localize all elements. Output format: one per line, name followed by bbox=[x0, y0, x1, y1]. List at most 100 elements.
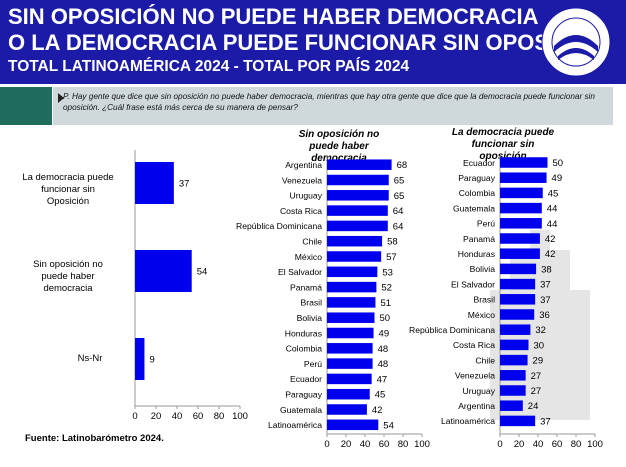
funciona-bar bbox=[500, 172, 547, 183]
funciona-bar bbox=[500, 339, 529, 351]
sin-oposicion-bar bbox=[327, 327, 374, 339]
sin-oposicion-bar bbox=[327, 235, 383, 247]
funciona-x-tick-label: 20 bbox=[514, 439, 525, 450]
question-text: P. Hay gente que dice que sin oposición … bbox=[63, 92, 595, 112]
funciona-data-label: 37 bbox=[540, 295, 551, 306]
total-chart: 0 20 40 60 80 100 37 54 9 bbox=[132, 150, 248, 420]
democracia-funciona-chart: 0 20 40 60 80 100 50 Ecuador 49 Paraguay 45 Colombi… bbox=[409, 156, 603, 450]
sin-oposicion-data-label: 52 bbox=[381, 283, 392, 294]
sin-oposicion-bar bbox=[327, 220, 388, 232]
sin-oposicion-category-label: Paraguay bbox=[285, 390, 322, 400]
question-accent bbox=[0, 87, 52, 125]
sin-oposicion-bar bbox=[327, 159, 392, 170]
total-data-label: 54 bbox=[197, 267, 208, 278]
funciona-data-label: 50 bbox=[553, 158, 564, 169]
sin-oposicion-chart: 0 20 40 60 80 100 68 Argentina 65 Venezuela 65 Urug… bbox=[236, 156, 430, 450]
sin-oposicion-data-label: 48 bbox=[378, 359, 389, 370]
sin-oposicion-bar bbox=[327, 190, 389, 201]
funciona-category-label: Honduras bbox=[458, 249, 495, 259]
funciona-data-label: 27 bbox=[531, 371, 542, 382]
total-bar bbox=[135, 250, 192, 292]
sin-oposicion-category-label: Ecuador bbox=[290, 374, 322, 384]
funciona-category-label: Chile bbox=[475, 355, 495, 365]
total-x-tick-label: 0 bbox=[132, 411, 137, 420]
total-bar bbox=[135, 162, 174, 204]
right-panel-title: La democracia puede funcionar sin oposic… bbox=[451, 127, 555, 162]
left-category-label-1: La democracia puede funcionar sin Oposic… bbox=[22, 172, 114, 207]
sin-oposicion-bar bbox=[327, 174, 389, 186]
funciona-data-label: 45 bbox=[548, 188, 559, 199]
funciona-bar bbox=[500, 263, 537, 275]
total-data-label: 9 bbox=[149, 355, 154, 366]
funciona-x-tick-label: 40 bbox=[533, 439, 544, 450]
funciona-x-tick-label: 60 bbox=[552, 439, 563, 450]
sin-oposicion-bar bbox=[327, 205, 388, 216]
sin-oposicion-bar bbox=[327, 373, 372, 385]
sin-oposicion-category-label: Costa Rica bbox=[280, 206, 322, 216]
source-footer: Fuente: Latinobarómetro 2024. bbox=[25, 433, 164, 444]
sin-oposicion-category-label: Colombia bbox=[286, 344, 323, 354]
sin-oposicion-category-label: Argentina bbox=[285, 160, 322, 170]
sin-oposicion-category-label: República Dominicana bbox=[236, 221, 322, 231]
funciona-category-label: Paraguay bbox=[458, 173, 495, 183]
total-data-label: 37 bbox=[179, 179, 190, 190]
funciona-category-label: Costa Rica bbox=[453, 340, 495, 350]
sin-oposicion-data-label: 48 bbox=[378, 344, 389, 355]
sin-oposicion-category-label: Honduras bbox=[285, 328, 322, 338]
funciona-bar bbox=[500, 415, 536, 427]
question-arrow-icon bbox=[58, 93, 64, 103]
funciona-category-label: Ecuador bbox=[463, 158, 495, 168]
sin-oposicion-data-label: 53 bbox=[382, 267, 393, 278]
sin-oposicion-data-label: 47 bbox=[377, 374, 388, 385]
sin-oposicion-bar bbox=[327, 388, 370, 400]
title-line-2: O LA DEMOCRACIA PUEDE FUNCIONAR SIN OPOS… bbox=[8, 30, 611, 55]
funciona-data-label: 24 bbox=[528, 401, 539, 412]
left-category-label-2: Sin oposición no puede haber democracia bbox=[33, 259, 103, 294]
funciona-bar bbox=[500, 218, 542, 229]
sin-oposicion-category-label: Bolivia bbox=[297, 313, 323, 323]
funciona-bar bbox=[500, 187, 543, 199]
sin-oposicion-bar bbox=[327, 419, 379, 431]
sin-oposicion-bar bbox=[327, 281, 377, 293]
sin-oposicion-category-label: Chile bbox=[302, 237, 322, 247]
funciona-data-label: 42 bbox=[545, 234, 556, 245]
funciona-bar bbox=[500, 157, 548, 168]
funciona-bar bbox=[500, 370, 526, 381]
sin-oposicion-category-label: Latinoamérica bbox=[268, 420, 322, 430]
funciona-category-label: Argentina bbox=[458, 401, 495, 411]
sin-oposicion-bar bbox=[327, 297, 376, 308]
funciona-category-label: Colombia bbox=[459, 188, 496, 198]
sin-oposicion-x-tick-label: 60 bbox=[379, 439, 390, 450]
sin-oposicion-data-label: 68 bbox=[397, 160, 408, 171]
funciona-bar bbox=[500, 354, 528, 366]
funciona-data-label: 37 bbox=[540, 416, 551, 427]
funciona-category-label: República Dominicana bbox=[409, 325, 495, 335]
funciona-data-label: 44 bbox=[547, 204, 558, 215]
middle-panel-title: Sin oposición no puede haber democracia bbox=[298, 129, 380, 164]
funciona-data-label: 37 bbox=[540, 280, 551, 291]
sin-oposicion-x-tick-label: 80 bbox=[398, 439, 409, 450]
funciona-bar bbox=[500, 385, 526, 396]
title-line-1: SIN OPOSICIÓN NO PUEDE HABER DEMOCRACIA bbox=[8, 4, 539, 29]
left-category-label-3: Ns-Nr bbox=[77, 353, 103, 364]
sin-oposicion-data-label: 65 bbox=[394, 191, 405, 202]
funciona-category-label: Venezuela bbox=[455, 371, 495, 381]
sin-oposicion-category-label: El Salvador bbox=[278, 267, 322, 277]
sin-oposicion-category-label: Venezuela bbox=[282, 175, 322, 185]
sin-oposicion-data-label: 45 bbox=[375, 390, 386, 401]
funciona-category-label: Uruguay bbox=[463, 386, 496, 396]
funciona-category-label: El Salvador bbox=[451, 279, 495, 289]
funciona-x-tick-label: 0 bbox=[497, 439, 502, 450]
total-x-tick-label: 20 bbox=[151, 411, 162, 420]
sin-oposicion-x-tick-label: 20 bbox=[341, 439, 352, 450]
funciona-bar bbox=[500, 278, 536, 290]
total-x-tick-label: 40 bbox=[172, 411, 183, 420]
funciona-category-label: Latinoamérica bbox=[441, 416, 495, 426]
sin-oposicion-data-label: 64 bbox=[393, 221, 404, 232]
sin-oposicion-x-tick-label: 100 bbox=[414, 439, 430, 450]
funciona-bar bbox=[500, 400, 523, 411]
funciona-data-label: 29 bbox=[533, 356, 544, 367]
total-bar bbox=[135, 338, 145, 380]
sin-oposicion-data-label: 51 bbox=[380, 298, 391, 309]
funciona-data-label: 42 bbox=[545, 249, 556, 260]
